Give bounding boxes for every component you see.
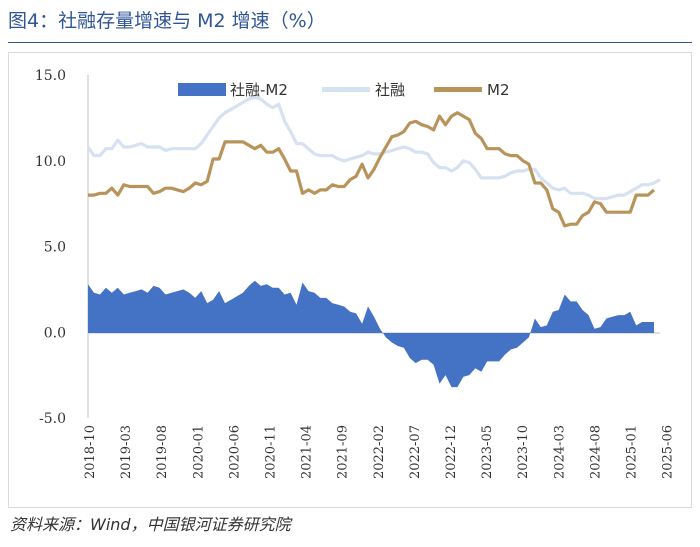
legend: 社融-M2 社融 M2 <box>178 81 510 99</box>
x-tick-label: 2023-05 <box>480 425 495 479</box>
source-note: 资料来源：Wind，中国银河证券研究院 <box>10 515 291 534</box>
legend-swatch-spread <box>178 83 226 96</box>
x-tick-label: 2022-02 <box>372 425 387 479</box>
x-tick-label: 2022-07 <box>408 425 423 479</box>
series-tsf-line <box>86 95 661 201</box>
y-tick-label: 15.0 <box>35 68 66 84</box>
x-tick-label: 2023-10 <box>516 425 531 479</box>
chart-title: 图4：社融存量增速与 M2 增速（%） <box>8 10 326 32</box>
y-tick-label: 10.0 <box>35 154 66 170</box>
series-m2-line <box>88 111 656 228</box>
x-tick-label: 2022-12 <box>444 425 459 479</box>
x-tick-label: 2021-09 <box>336 425 351 479</box>
y-tick-label: 5.0 <box>44 240 66 256</box>
x-tick-label: 2020-01 <box>191 425 206 479</box>
legend-label-tsf: 社融 <box>375 81 405 99</box>
x-tick-label: 2025-06 <box>661 425 676 479</box>
plot-area <box>86 95 661 388</box>
series-spread-area <box>88 280 654 388</box>
legend-swatch-m2 <box>434 87 482 92</box>
x-tick-label: 2021-04 <box>300 425 315 479</box>
x-tick-label: 2024-03 <box>552 425 567 479</box>
chart-frame <box>8 52 692 508</box>
x-tick-label: 2020-11 <box>264 425 279 479</box>
y-tick-label: 0.0 <box>44 325 66 341</box>
legend-swatch-tsf <box>322 87 370 92</box>
x-tick-label: 2020-06 <box>227 425 242 479</box>
x-tick-label: 2024-08 <box>588 425 603 479</box>
x-tick-label: 2025-01 <box>625 425 640 479</box>
x-tick-label: 2019-08 <box>155 425 170 479</box>
x-tick-label: 2018-10 <box>83 425 98 479</box>
y-axis: 15.0 10.0 5.0 0.0 -5.0 <box>35 68 89 427</box>
legend-label-m2: M2 <box>487 81 510 99</box>
x-tick-label: 2019-03 <box>119 425 134 479</box>
title-underline <box>8 42 692 43</box>
y-tick-label: -5.0 <box>39 411 66 427</box>
x-axis: 2018-10 2019-03 2019-08 2020-01 2020-06 2020-… <box>83 425 676 479</box>
legend-label-spread: 社融-M2 <box>230 81 288 99</box>
